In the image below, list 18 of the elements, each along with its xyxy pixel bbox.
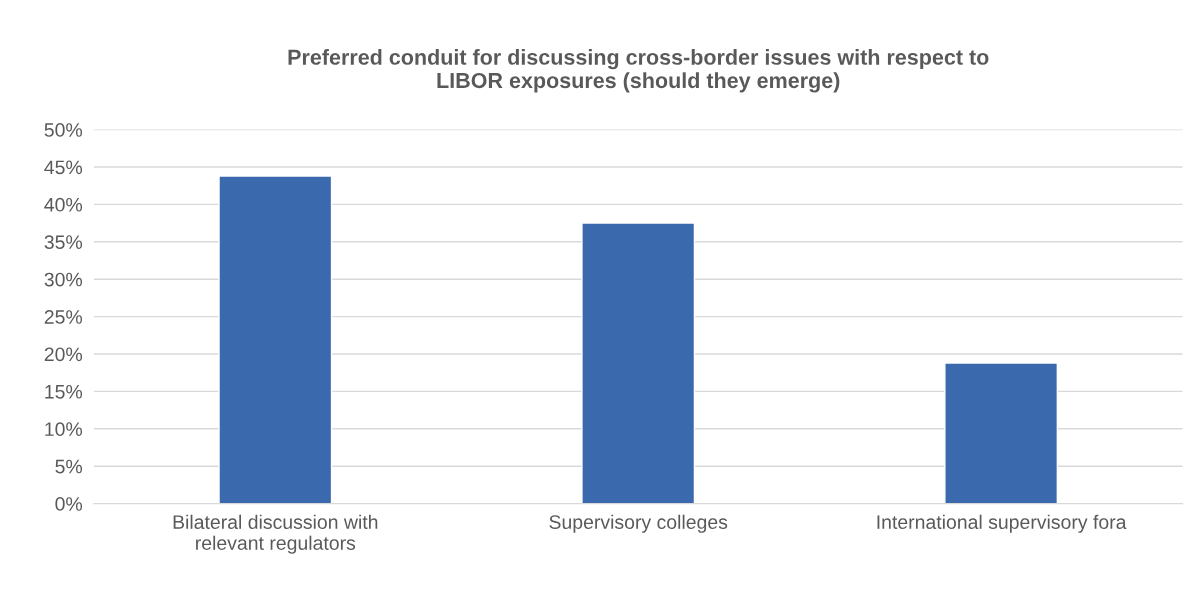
bar	[581, 222, 696, 504]
bar	[944, 362, 1059, 504]
y-tick-label: 50%	[44, 123, 83, 137]
chart-title: Preferred conduit for discussing cross-border issues with respect to LIBOR exposures (should they emerge)	[288, 49, 989, 93]
y-tick-label: 10%	[45, 422, 83, 437]
y-tick-label: 5%	[55, 459, 83, 474]
y-tick-label: 25%	[44, 310, 83, 324]
y-tick-label: 15%	[45, 384, 83, 399]
bar	[218, 175, 333, 504]
y-tick-label: 20%	[44, 347, 83, 362]
x-tick-label: Bilateral discussion with relevant regulators	[173, 514, 378, 554]
y-tick-label: 0%	[55, 497, 83, 511]
y-tick-label: 40%	[44, 197, 83, 212]
x-tick-label: Supervisory colleges	[549, 514, 728, 533]
y-tick-label: 45%	[44, 160, 83, 175]
y-tick-label: 30%	[44, 272, 83, 287]
y-tick-label: 35%	[44, 235, 83, 250]
x-tick-label: International supervisory fora	[877, 514, 1127, 533]
